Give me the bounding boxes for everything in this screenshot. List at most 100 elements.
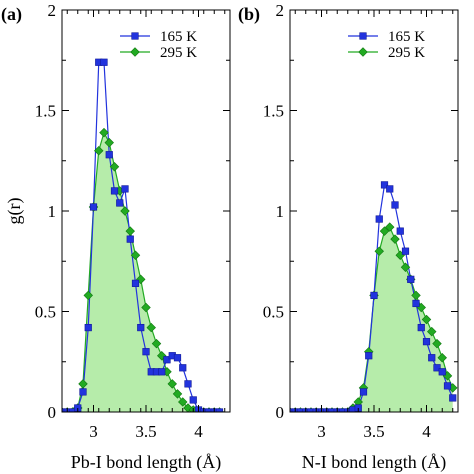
panel-a-legend-marker-295k	[130, 47, 140, 57]
panel-a-marker-295k	[104, 137, 114, 148]
panel-a-x-tick-label-4: 4	[194, 422, 203, 441]
panel-a-legend-entry-165k: 165 K	[120, 29, 197, 45]
panel-a-marker-295k	[167, 379, 177, 389]
panel-a-marker-165k	[142, 348, 150, 356]
panel-a-marker-295k	[178, 397, 188, 407]
panel-b-marker-295k	[427, 326, 437, 337]
panel-a-legend-label-295k: 295 K	[160, 45, 197, 61]
panel-a-marker-165k	[173, 354, 182, 362]
panel-b: 3 3.5 4 0 0.5 1 1.5 2 (b) N-I bond length (Å) 1…	[238, 1, 459, 473]
panel-b-marker-295k	[411, 290, 421, 301]
panel-b-marker-165k	[422, 338, 431, 346]
panel-a-label: (a)	[1, 4, 22, 25]
panel-a-marker-165k	[84, 323, 92, 332]
panel-b-marker-295k	[432, 338, 442, 349]
panel-b-y-tick-label-1p5: 1.5	[263, 102, 284, 121]
panel-b-marker-165k	[307, 408, 315, 412]
panel-b-legend-marker-165k	[359, 32, 367, 40]
panel-a-marker-165k	[163, 356, 171, 364]
panel-a-area-295k	[62, 132, 220, 412]
panel-b-marker-295k	[400, 262, 411, 273]
panel-b-marker-165k	[396, 227, 404, 235]
panel-a-y-tick-label-0: 0	[48, 403, 57, 422]
panel-a-marker-295k	[146, 322, 156, 333]
panel-b-x-tick-label-4: 4	[422, 422, 431, 441]
panel-a-marker-295k	[94, 145, 104, 156]
panel-b-x-tick-label-3p5: 3.5	[363, 422, 384, 441]
panel-a-marker-165k	[89, 203, 98, 211]
panel-b-clip-group	[290, 181, 458, 412]
panel-a-legend-marker-165k	[131, 32, 139, 40]
panel-b-marker-165k	[380, 181, 389, 189]
panel-a-legend-entry-295k: 295 K	[120, 45, 197, 61]
panel-a-marker-165k	[105, 151, 113, 159]
panel-b-marker-295k	[374, 246, 384, 256]
panel-a-marker-165k	[205, 408, 213, 412]
panel-a-marker-165k	[131, 279, 140, 287]
panel-b-legend-label-295k: 295 K	[388, 45, 425, 61]
panel-a-legend-symbol-165k	[120, 32, 150, 40]
panel-b-marker-165k	[412, 299, 420, 308]
panel-a-x-tick-label-3: 3	[89, 422, 98, 441]
panel-a-ticks: 3 3.5 4 0 0.5 1 1.5 2	[35, 1, 230, 441]
panel-a-x-axis-title: Pb-I bond length (Å)	[71, 452, 221, 473]
panel-b-marker-165k	[359, 388, 368, 396]
panel-b-marker-295k	[379, 226, 390, 236]
panel-a-marker-165k	[68, 408, 77, 412]
panel-a-marker-295k	[109, 162, 120, 172]
panel-b-y-tick-label-0p5: 0.5	[263, 303, 284, 322]
panel-b-legend-label-165k: 165 K	[388, 29, 425, 45]
panel-b-marker-295k	[421, 314, 432, 325]
panel-a-marker-295k	[120, 206, 130, 216]
panel-b-marker-165k	[449, 394, 457, 402]
panel-a-marker-165k	[79, 388, 87, 396]
panel-b-legend: 165 K 295 K	[348, 29, 425, 61]
panel-a-plot-layer	[62, 58, 225, 412]
panel-a-y-tick-label-2: 2	[48, 1, 57, 20]
panel-a-marker-295k	[130, 250, 141, 260]
panel-b-ticks: 3 3.5 4 0 0.5 1 1.5 2	[263, 1, 458, 441]
panel-b-x-axis-title: N-I bond length (Å)	[302, 452, 446, 473]
panel-b-marker-165k	[433, 364, 441, 372]
panel-a-y-tick-label-0p5: 0.5	[35, 303, 56, 322]
panel-a-marker-295k	[99, 127, 109, 138]
panel-b-y-tick-label-1: 1	[276, 202, 285, 221]
panel-a-marker-165k	[137, 323, 145, 332]
panel-b-marker-165k	[386, 185, 394, 193]
panel-b-marker-295k	[385, 222, 395, 232]
panel-a-marker-295k	[78, 379, 88, 389]
panel-a-legend: 165 K 295 K	[120, 29, 197, 61]
panel-b-label: (b)	[238, 4, 260, 25]
panel-a-marker-295k	[83, 290, 93, 301]
panel-b-y-tick-label-0: 0	[276, 403, 285, 422]
panel-b-marker-165k	[428, 354, 436, 362]
panel-a-marker-165k	[110, 187, 119, 195]
panel-a-marker-295k	[141, 302, 151, 313]
panel-a-marker-165k	[126, 235, 134, 243]
panel-a-marker-165k	[189, 396, 197, 404]
panel-b-marker-165k	[375, 215, 383, 223]
panel-a-marker-165k	[121, 185, 129, 193]
panel-b-area-295k	[290, 227, 453, 412]
panel-a-marker-295k	[136, 274, 146, 285]
panel-b-marker-165k	[328, 408, 336, 412]
panel-b-marker-165k	[407, 275, 415, 283]
panel-a-marker-165k	[158, 368, 166, 376]
panel-b-marker-165k	[296, 408, 305, 412]
panel-b-legend-entry-295k: 295 K	[348, 45, 425, 61]
panel-b-legend-symbol-295k	[348, 47, 378, 57]
panel-a-marker-165k	[179, 364, 187, 372]
panel-b-marker-295k	[390, 234, 400, 244]
panel-a-legend-label-165k: 165 K	[160, 29, 197, 45]
panel-a-clip-group	[62, 58, 225, 412]
panel-a: 3 3.5 400.511.52 (a) Pb-I bond length (Å) …	[1, 1, 231, 473]
panel-b-marker-165k	[365, 352, 373, 360]
panel-b-marker-165k	[417, 323, 425, 332]
panel-b-marker-165k	[391, 201, 399, 209]
panel-a-marker-165k	[116, 199, 124, 207]
panel-a-marker-165k	[184, 380, 192, 388]
panel-b-marker-165k	[338, 408, 347, 412]
panel-a-marker-295k	[125, 226, 135, 236]
panel-b-legend-symbol-165k	[348, 32, 378, 40]
panel-a-y-tick-label-1p5: 1.5	[35, 102, 56, 121]
